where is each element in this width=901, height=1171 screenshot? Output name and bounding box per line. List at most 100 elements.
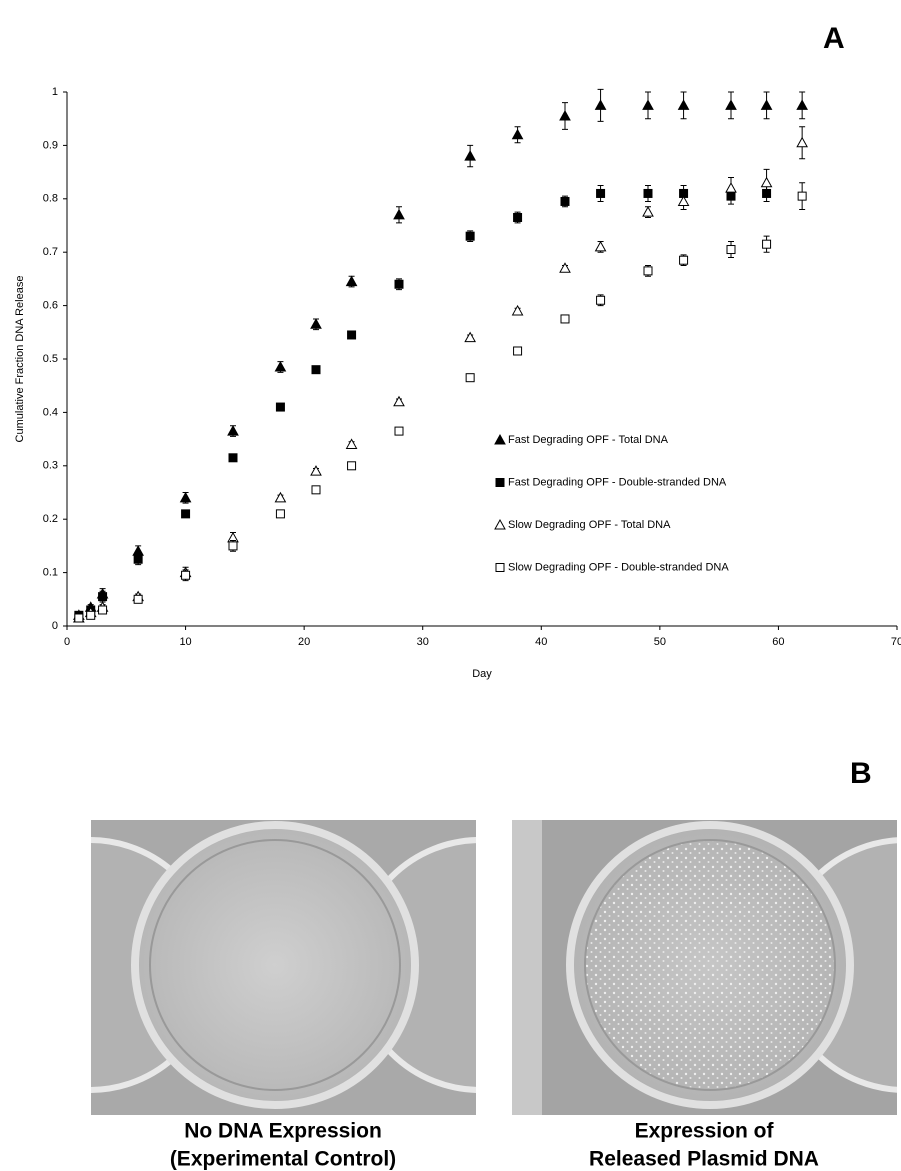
data-point bbox=[86, 610, 96, 620]
data-point bbox=[74, 613, 84, 623]
x-axis-label: Day bbox=[472, 668, 492, 680]
photo-caption: (Experimental Control) bbox=[170, 1148, 396, 1171]
data-point bbox=[98, 605, 108, 615]
data-point bbox=[310, 318, 322, 329]
data-point bbox=[559, 262, 571, 273]
data-point bbox=[642, 206, 654, 217]
legend-marker bbox=[494, 518, 506, 530]
data-point bbox=[393, 395, 405, 407]
data-point bbox=[560, 196, 570, 206]
y-tick-label: 0.7 bbox=[43, 246, 58, 258]
data-point bbox=[465, 373, 475, 383]
data-point bbox=[274, 491, 287, 503]
legend-label: Fast Degrading OPF - Total DNA bbox=[508, 434, 669, 446]
data-point bbox=[228, 453, 238, 463]
data-point bbox=[394, 426, 404, 436]
data-point bbox=[133, 554, 143, 564]
data-point bbox=[181, 570, 191, 580]
x-tick-label: 60 bbox=[772, 636, 784, 648]
data-point bbox=[594, 240, 607, 252]
data-point bbox=[594, 99, 607, 110]
data-point bbox=[275, 402, 285, 412]
photo-caption: Expression of bbox=[635, 1120, 775, 1143]
data-point bbox=[596, 295, 606, 305]
data-point bbox=[677, 195, 690, 206]
data-point bbox=[511, 128, 524, 140]
legend-marker bbox=[495, 478, 505, 487]
data-point bbox=[725, 99, 737, 110]
y-tick-label: 0.3 bbox=[43, 460, 58, 472]
y-axis-label: Cumulative Fraction DNA Release bbox=[14, 276, 26, 443]
legend-label: Fast Degrading OPF - Double-stranded DNA bbox=[508, 476, 727, 488]
data-point bbox=[762, 239, 772, 249]
photo-caption: No DNA Expression bbox=[184, 1120, 382, 1143]
x-tick-label: 30 bbox=[417, 636, 429, 648]
data-point bbox=[347, 461, 357, 471]
data-point bbox=[596, 188, 606, 198]
data-point bbox=[796, 99, 808, 110]
data-point bbox=[311, 485, 321, 495]
data-point bbox=[98, 592, 108, 602]
y-tick-label: 0.8 bbox=[43, 193, 58, 205]
data-point bbox=[464, 331, 476, 343]
data-point bbox=[677, 99, 690, 110]
data-point bbox=[725, 182, 737, 193]
data-point bbox=[643, 266, 653, 276]
x-tick-label: 20 bbox=[298, 636, 310, 648]
data-point bbox=[760, 99, 773, 110]
x-tick-label: 70 bbox=[891, 636, 901, 648]
data-point bbox=[642, 99, 654, 110]
data-point bbox=[513, 346, 523, 356]
data-point bbox=[179, 491, 192, 503]
data-point bbox=[464, 150, 476, 161]
data-point bbox=[560, 314, 570, 324]
panel-label: A bbox=[823, 22, 845, 55]
legend-marker bbox=[495, 563, 505, 572]
data-point bbox=[311, 365, 321, 375]
y-tick-label: 0.4 bbox=[43, 406, 58, 418]
legend-label: Slow Degrading OPF - Total DNA bbox=[508, 519, 671, 531]
chart: 00.10.20.30.40.50.60.70.80.910 10 20 30 40 50… bbox=[14, 86, 901, 680]
data-point bbox=[228, 541, 238, 551]
data-point bbox=[345, 438, 358, 449]
legend-label: Slow Degrading OPF - Double-stranded DNA bbox=[508, 561, 729, 573]
panel-label: B bbox=[850, 757, 872, 790]
data-point bbox=[796, 136, 808, 148]
y-tick-label: 0.6 bbox=[43, 300, 58, 312]
data-point bbox=[465, 231, 475, 241]
y-tick-label: 1 bbox=[52, 86, 58, 98]
photo bbox=[91, 820, 476, 1115]
data-point bbox=[513, 212, 523, 222]
data-point bbox=[181, 509, 191, 519]
photo bbox=[512, 820, 897, 1115]
y-tick-label: 0.9 bbox=[43, 139, 58, 151]
data-point bbox=[347, 330, 357, 340]
x-tick-label: 10 bbox=[179, 636, 191, 648]
data-point bbox=[227, 425, 239, 436]
y-tick-label: 0.5 bbox=[43, 353, 58, 365]
data-point bbox=[275, 509, 285, 519]
data-point bbox=[345, 275, 358, 287]
y-tick-label: 0.2 bbox=[43, 513, 58, 525]
data-point bbox=[310, 465, 322, 476]
y-tick-label: 0 bbox=[52, 620, 58, 632]
x-tick-label: 50 bbox=[654, 636, 666, 648]
data-point bbox=[726, 245, 736, 255]
data-point bbox=[679, 255, 689, 265]
y-tick-label: 0.1 bbox=[43, 567, 58, 579]
data-point bbox=[393, 208, 405, 220]
data-point bbox=[274, 360, 287, 372]
data-point bbox=[394, 279, 404, 289]
data-point bbox=[797, 191, 807, 201]
legend-marker bbox=[494, 433, 506, 445]
data-point bbox=[511, 304, 524, 316]
data-point bbox=[760, 176, 773, 188]
x-tick-label: 40 bbox=[535, 636, 547, 648]
data-point bbox=[133, 594, 143, 604]
data-point bbox=[643, 188, 653, 198]
x-tick-label: 0 bbox=[64, 636, 70, 648]
data-point bbox=[559, 110, 571, 121]
photo-caption: Released Plasmid DNA bbox=[589, 1148, 819, 1171]
